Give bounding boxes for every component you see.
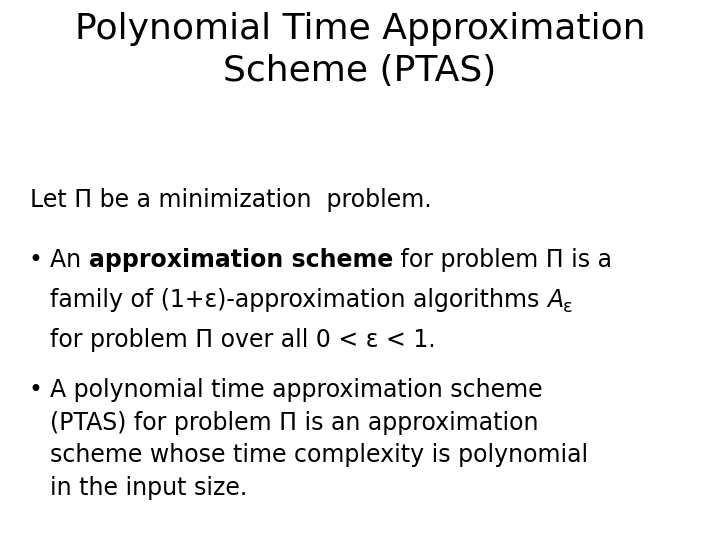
Text: approximation scheme: approximation scheme <box>89 248 393 272</box>
Text: family of (1+ε)-approximation algorithms: family of (1+ε)-approximation algorithms <box>50 288 547 312</box>
Text: •: • <box>28 248 42 272</box>
Text: A polynomial time approximation scheme
(PTAS) for problem Π is an approximation
: A polynomial time approximation scheme (… <box>50 378 588 500</box>
Text: Polynomial Time Approximation
Scheme (PTAS): Polynomial Time Approximation Scheme (PT… <box>75 12 645 88</box>
Text: Let Π be a minimization  problem.: Let Π be a minimization problem. <box>30 188 431 212</box>
Text: for problem Π is a: for problem Π is a <box>393 248 612 272</box>
Text: A: A <box>547 288 563 312</box>
Text: •: • <box>28 378 42 402</box>
Text: for problem Π over all 0 < ε < 1.: for problem Π over all 0 < ε < 1. <box>50 328 436 352</box>
Text: An: An <box>50 248 89 272</box>
Text: ε: ε <box>563 298 572 316</box>
